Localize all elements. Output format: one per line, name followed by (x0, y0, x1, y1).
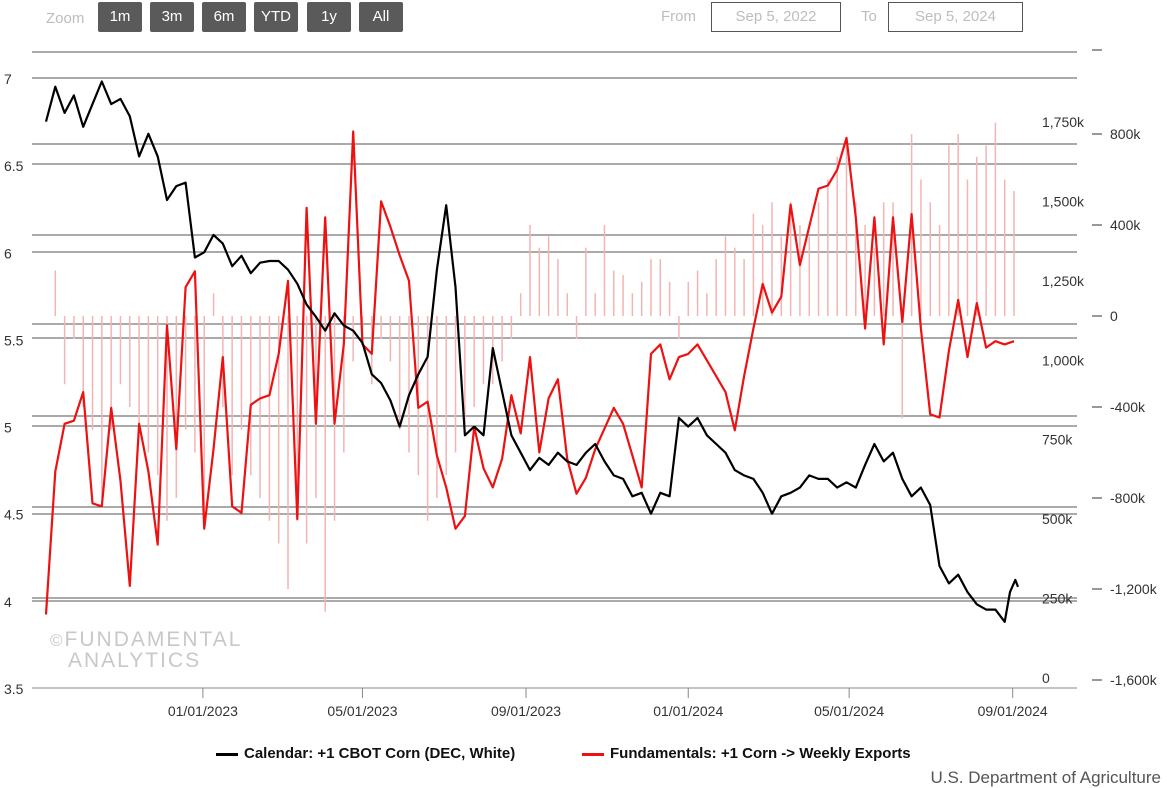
legend-label-series2: Fundamentals: +1 Corn -> Weekly Exports (610, 745, 911, 762)
y-left-tick-label: 3.5 (4, 681, 24, 697)
from-date-input[interactable]: Sep 5, 2022 (711, 2, 841, 32)
line-layer (44, 80, 1020, 623)
x-tick-label: 05/01/2024 (814, 703, 884, 719)
y-right-tick-label: -800k (1110, 490, 1146, 506)
zoom-3m-button[interactable]: 3m (150, 2, 194, 32)
y-mid-tick-label: 500k (1042, 511, 1073, 527)
y-mid-tick-label: 250k (1042, 591, 1073, 607)
zoom-ytd-button[interactable]: YTD (254, 2, 298, 32)
legend-item-series1[interactable]: Calendar: +1 CBOT Corn (DEC, White) (216, 745, 515, 765)
to-date-input[interactable]: Sep 5, 2024 (888, 2, 1023, 32)
y-left-tick-label: 4 (4, 594, 12, 610)
zoom-label: Zoom (46, 10, 85, 27)
x-tick-label: 09/01/2023 (491, 703, 561, 719)
bars-layer (54, 122, 1015, 612)
legend-swatch-black (216, 752, 238, 756)
watermark-line2: ANALYTICS (68, 649, 202, 672)
y-right-tick-label: 0 (1110, 308, 1118, 324)
y-left-tick-label: 4.5 (4, 507, 24, 523)
watermark-line1: FUNDAMENTAL (64, 628, 243, 651)
zoom-1m-button[interactable]: 1m (98, 2, 142, 32)
x-tick-label: 05/01/2023 (327, 703, 397, 719)
y-mid-tick-label: 1,750k (1042, 114, 1085, 130)
x-tick-label: 01/01/2023 (168, 703, 238, 719)
y-mid-tick-label: 1,000k (1042, 352, 1085, 368)
axis-layer: 7 6.5 6 5.5 5 4.5 4 3.5 1,750k 1,500k 1,250k 1,000k… (4, 49, 1158, 719)
zoom-6m-button[interactable]: 6m (202, 2, 246, 32)
y-mid-tick-label: 1,500k (1042, 193, 1085, 209)
legend-swatch-red (582, 752, 604, 756)
from-label: From (661, 8, 696, 25)
y-left-tick-label: 6.5 (4, 158, 24, 174)
x-tick-label: 09/01/2024 (978, 703, 1048, 719)
corn-price-line (44, 80, 1020, 623)
y-right-tick-label: 800k (1110, 126, 1141, 142)
to-label: To (861, 8, 877, 25)
zoom-all-button[interactable]: All (359, 2, 403, 32)
copyright-symbol: © (50, 631, 65, 650)
legend-item-series2[interactable]: Fundamentals: +1 Corn -> Weekly Exports (582, 745, 911, 765)
grid-layer (32, 51, 1077, 689)
source-credit: U.S. Department of Agriculture (930, 768, 1161, 787)
y-left-tick-label: 7 (4, 71, 12, 87)
x-tick-label: 01/01/2024 (653, 703, 723, 719)
chart-plot: 7 6.5 6 5.5 5 4.5 4 3.5 1,750k 1,500k 1,250k 1,000k… (4, 49, 1158, 719)
y-right-tick-label: -1,200k (1110, 581, 1158, 597)
y-mid-tick-label: 750k (1042, 432, 1073, 448)
y-right-tick-label: 400k (1110, 217, 1141, 233)
legend-label-series1: Calendar: +1 CBOT Corn (DEC, White) (244, 745, 516, 762)
zoom-1y-button[interactable]: 1y (307, 2, 351, 32)
y-right-tick-label: -400k (1110, 399, 1146, 415)
y-mid-tick-label: 1,250k (1042, 273, 1085, 289)
y-left-tick-label: 5.5 (4, 332, 24, 348)
y-right-tick-label: -1,600k (1110, 672, 1158, 688)
y-left-tick-label: 6 (4, 245, 12, 261)
y-mid-tick-label: 0 (1042, 670, 1050, 686)
y-left-tick-label: 5 (4, 420, 12, 436)
watermark-logo: ©FUNDAMENTAL ANALYTICS (50, 628, 243, 672)
weekly-exports-line (44, 130, 1015, 615)
range-selector-toolbar: Zoom 1m 3m 6m YTD 1y All From Sep 5, 202… (0, 0, 1167, 40)
